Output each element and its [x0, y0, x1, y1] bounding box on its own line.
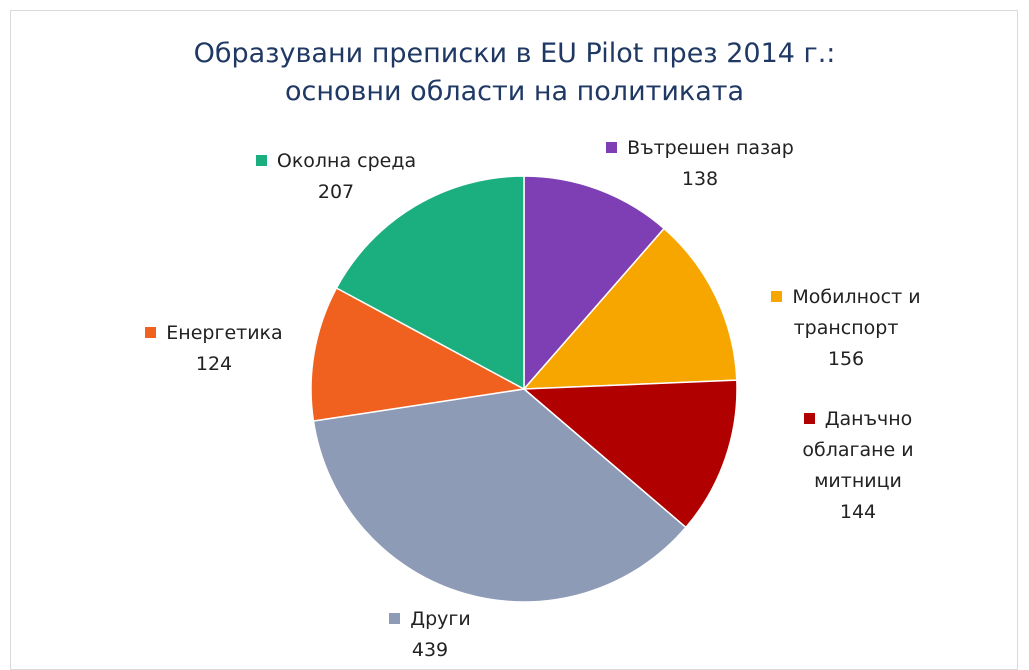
category-name: Околна среда	[276, 150, 417, 172]
category-label: Вътрешен пазар	[600, 133, 800, 164]
value-label: 138	[681, 168, 719, 190]
pie-slice	[312, 388, 687, 603]
data-label: Мобилност и транспорт 156	[746, 282, 946, 375]
category-label: Други	[330, 604, 530, 635]
data-label: Данъчно облагане и митници 144	[773, 404, 943, 528]
value-label: 207	[317, 181, 355, 203]
legend-swatch	[145, 327, 157, 338]
category-label: Данъчно облагане и митници	[773, 404, 943, 497]
category-name: Вътрешен пазар	[627, 137, 794, 159]
chart-title: основни области на политиката	[284, 76, 745, 107]
pie-slice	[310, 286, 527, 422]
value-label: 439	[411, 639, 449, 661]
value-label: 156	[827, 348, 865, 370]
chart-title: Образувани преписки в EU Pilot през 2014…	[193, 38, 836, 69]
pie-slice	[522, 379, 738, 529]
legend-swatch	[803, 413, 815, 424]
data-label: Вътрешен пазар 138	[600, 133, 800, 195]
category-label: Енергетика	[104, 318, 324, 349]
category-label: Мобилност и транспорт	[746, 282, 946, 344]
value-label: 124	[195, 353, 233, 375]
legend-swatch	[389, 613, 401, 624]
category-name: Мобилност и транспорт	[792, 286, 921, 339]
category-name: Данъчно облагане и митници	[802, 408, 914, 492]
data-label: Енергетика 124	[104, 318, 324, 380]
category-name: Други	[410, 608, 471, 630]
pie-slice	[522, 227, 738, 390]
pie-slice	[523, 175, 666, 391]
legend-swatch	[255, 155, 267, 166]
legend-swatch	[606, 142, 618, 153]
value-label: 144	[839, 501, 877, 523]
category-name: Енергетика	[166, 322, 283, 344]
data-label: Околна среда 207	[206, 146, 466, 208]
data-label: Други 439	[330, 604, 530, 666]
category-label: Околна среда	[206, 146, 466, 177]
pie-slice	[335, 175, 525, 391]
legend-swatch	[771, 291, 783, 302]
